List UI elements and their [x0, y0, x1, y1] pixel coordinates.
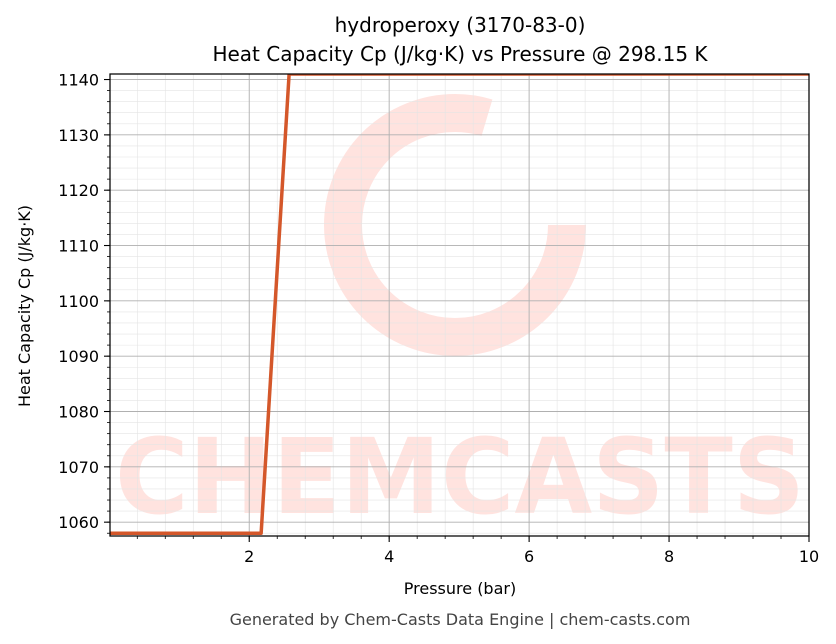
series-line-0 — [110, 74, 809, 535]
watermark-text: CHEMCASTS — [115, 416, 805, 538]
watermark: CHEMCASTS — [115, 94, 805, 538]
x-tick-label: 10 — [799, 547, 819, 566]
y-tick-label: 1070 — [58, 458, 99, 477]
x-tick-label: 2 — [244, 547, 254, 566]
chart-title-line-1: hydroperoxy (3170-83-0) — [335, 13, 586, 37]
axis-ticks — [104, 78, 810, 542]
series-layer — [110, 74, 809, 535]
major-grid — [110, 74, 810, 536]
x-axis-label: Pressure (bar) — [404, 579, 516, 598]
y-tick-label: 1110 — [58, 237, 99, 256]
y-tick-labels: 1060 1070 1080 1090 1100 1110 1120 1130 1140 — [58, 71, 99, 533]
y-axis-label: Heat Capacity Cp (J/kg·K) — [15, 205, 34, 407]
y-tick-label: 1130 — [58, 126, 99, 145]
y-tick-label: 1120 — [58, 181, 99, 200]
y-tick-label: 1090 — [58, 347, 99, 366]
plot-frame — [109, 73, 810, 537]
x-tick-label: 8 — [664, 547, 674, 566]
chart-title-line-2: Heat Capacity Cp (J/kg·K) vs Pressure @ … — [212, 42, 708, 66]
y-tick-label: 1100 — [58, 292, 99, 311]
y-tick-label: 1140 — [58, 71, 99, 90]
x-tick-label: 6 — [524, 547, 534, 566]
footer-credit: Generated by Chem-Casts Data Engine | ch… — [230, 610, 691, 629]
y-tick-label: 1080 — [58, 403, 99, 422]
x-tick-labels: 2 4 6 8 10 — [244, 547, 819, 566]
y-tick-label: 1060 — [58, 513, 99, 532]
x-tick-label: 4 — [384, 547, 394, 566]
